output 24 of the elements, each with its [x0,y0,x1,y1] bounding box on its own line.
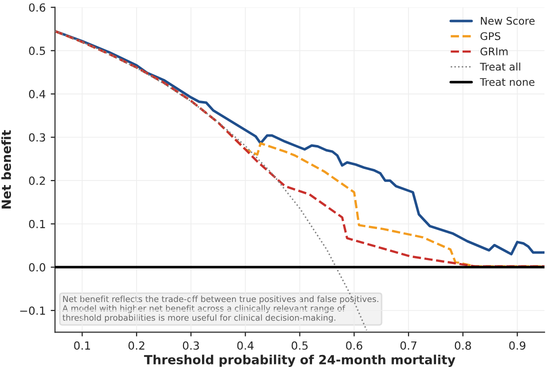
x-tick-label: 0.4 [237,341,254,350]
x-tick-label: 0.6 [346,341,362,350]
y-axis-title: Net benefit [1,130,12,208]
y-tick-label: 0.5 [29,46,45,56]
legend-label: GRIm [480,47,508,56]
x-axis-title: Threshold probability of 24-month mortality [144,354,456,367]
y-tick-label: −0.1 [20,306,45,315]
y-tick-label: 0.2 [29,176,45,185]
x-tick-label: 0.3 [182,341,199,350]
legend-label: New Score [480,16,535,25]
x-tick-label: 0.9 [509,341,526,350]
legend-label: GPS [480,32,500,40]
x-tick-label: 0.8 [454,341,471,350]
x-tick-label: 0.7 [400,341,416,350]
x-tick-label: 0.1 [74,341,90,350]
y-tick-label: 0.0 [29,263,46,272]
y-tick-label: 0.3 [29,133,46,142]
x-tick-label: 0.2 [128,341,144,350]
x-tick-label: 0.5 [292,341,308,350]
legend-label: Treat none [480,78,534,86]
y-tick-label: 0.1 [29,220,45,228]
legend-label: Treat all [480,62,520,71]
y-tick-label: 0.4 [29,90,46,98]
y-tick-label: 0.6 [29,3,46,12]
